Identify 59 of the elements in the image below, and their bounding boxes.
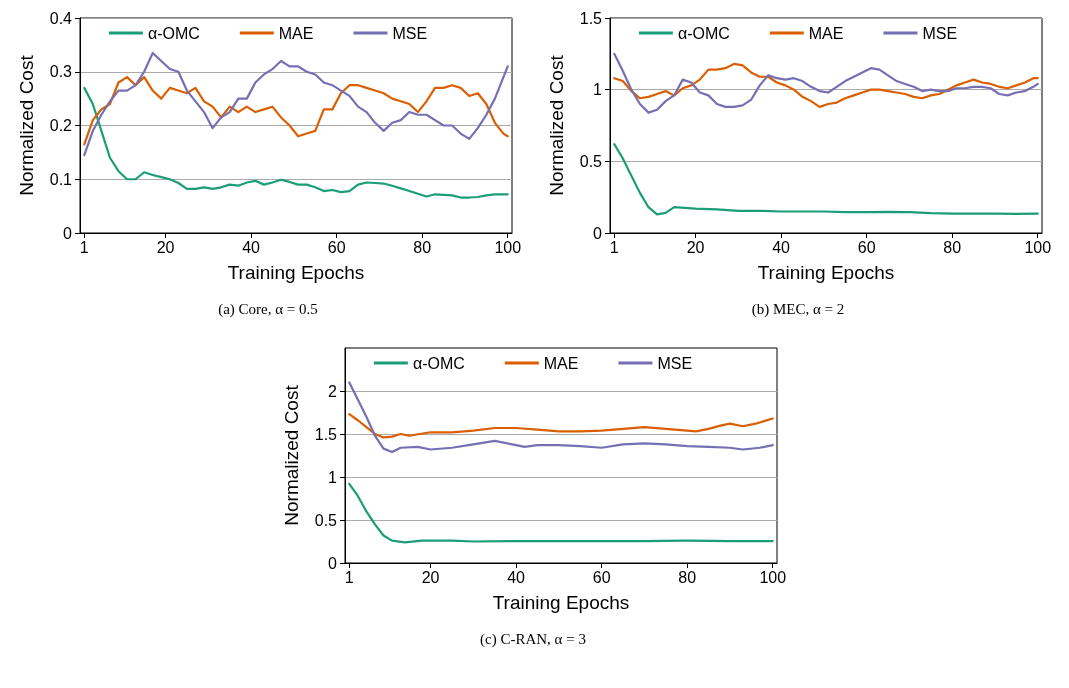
- y-axis-title: Normalized Cost: [546, 54, 567, 196]
- legend-label: MAE: [808, 24, 844, 42]
- x-tick-label: 1: [79, 238, 89, 256]
- x-tick-label: 40: [242, 238, 261, 256]
- y-tick-label: 0: [593, 224, 603, 242]
- x-tick-label: 1: [344, 568, 354, 586]
- line-series: [83, 86, 509, 199]
- x-tick-label: 60: [327, 238, 346, 256]
- x-tick-label: 80: [943, 238, 962, 256]
- x-tick-label: 40: [507, 568, 526, 586]
- text: (b) MEC, α = 2: [751, 301, 845, 318]
- line-series: [348, 381, 774, 454]
- x-tick-label: 20: [156, 238, 175, 256]
- y-tick-label: 0.5: [314, 511, 338, 529]
- legend-label: MAE: [543, 354, 579, 372]
- x-tick-label: 20: [686, 238, 705, 256]
- y-tick-label: 1.5: [579, 9, 603, 27]
- y-tick-label: 0: [63, 224, 73, 242]
- line-series: [613, 52, 1039, 114]
- x-tick-label: 60: [857, 238, 876, 256]
- y-tick-label: 0.1: [49, 170, 73, 188]
- x-tick-label: 20: [421, 568, 440, 586]
- legend-label: α-OMC: [147, 24, 200, 42]
- line-series: [348, 413, 774, 439]
- line-series: [348, 482, 774, 544]
- y-tick-label: 0.2: [49, 117, 73, 134]
- line-series: [613, 62, 1039, 108]
- x-axis-title: Training Epochs: [227, 262, 365, 283]
- text: (a) Core, α = 0.5: [218, 301, 318, 318]
- x-tick-label: 40: [772, 238, 791, 256]
- legend-label: MSE: [922, 24, 958, 42]
- y-tick-label: 1.5: [314, 425, 338, 443]
- legend-label: α-OMC: [677, 24, 730, 42]
- x-axis-title: Training Epochs: [492, 592, 630, 613]
- y-axis-title: Normalized Cost: [16, 54, 37, 196]
- x-axis-title: Training Epochs: [757, 262, 895, 283]
- x-tick-label: 100: [1024, 238, 1052, 256]
- line-series: [83, 51, 509, 157]
- y-tick-label: 0.4: [49, 9, 73, 27]
- line-series: [83, 76, 509, 146]
- x-tick-label: 60: [592, 568, 611, 586]
- text: (c) C-RAN, α = 3: [480, 631, 586, 648]
- y-axis-title: Normalized Cost: [281, 384, 302, 526]
- legend-label: MAE: [278, 24, 314, 42]
- x-tick-label: 100: [494, 238, 522, 256]
- y-tick-label: 2: [328, 382, 338, 400]
- y-tick-label: 0.5: [579, 152, 603, 170]
- y-tick-label: 0: [328, 554, 338, 572]
- line-series: [613, 143, 1039, 216]
- x-tick-label: 1: [609, 238, 619, 256]
- legend-label: MSE: [657, 354, 693, 372]
- y-tick-label: 0.3: [49, 63, 73, 81]
- legend-label: MSE: [392, 24, 428, 42]
- x-tick-label: 80: [413, 238, 432, 256]
- y-tick-label: 1: [328, 468, 338, 486]
- x-tick-label: 100: [759, 568, 787, 586]
- x-tick-label: 80: [678, 568, 697, 586]
- legend-label: α-OMC: [412, 354, 465, 372]
- y-tick-label: 1: [593, 81, 603, 99]
